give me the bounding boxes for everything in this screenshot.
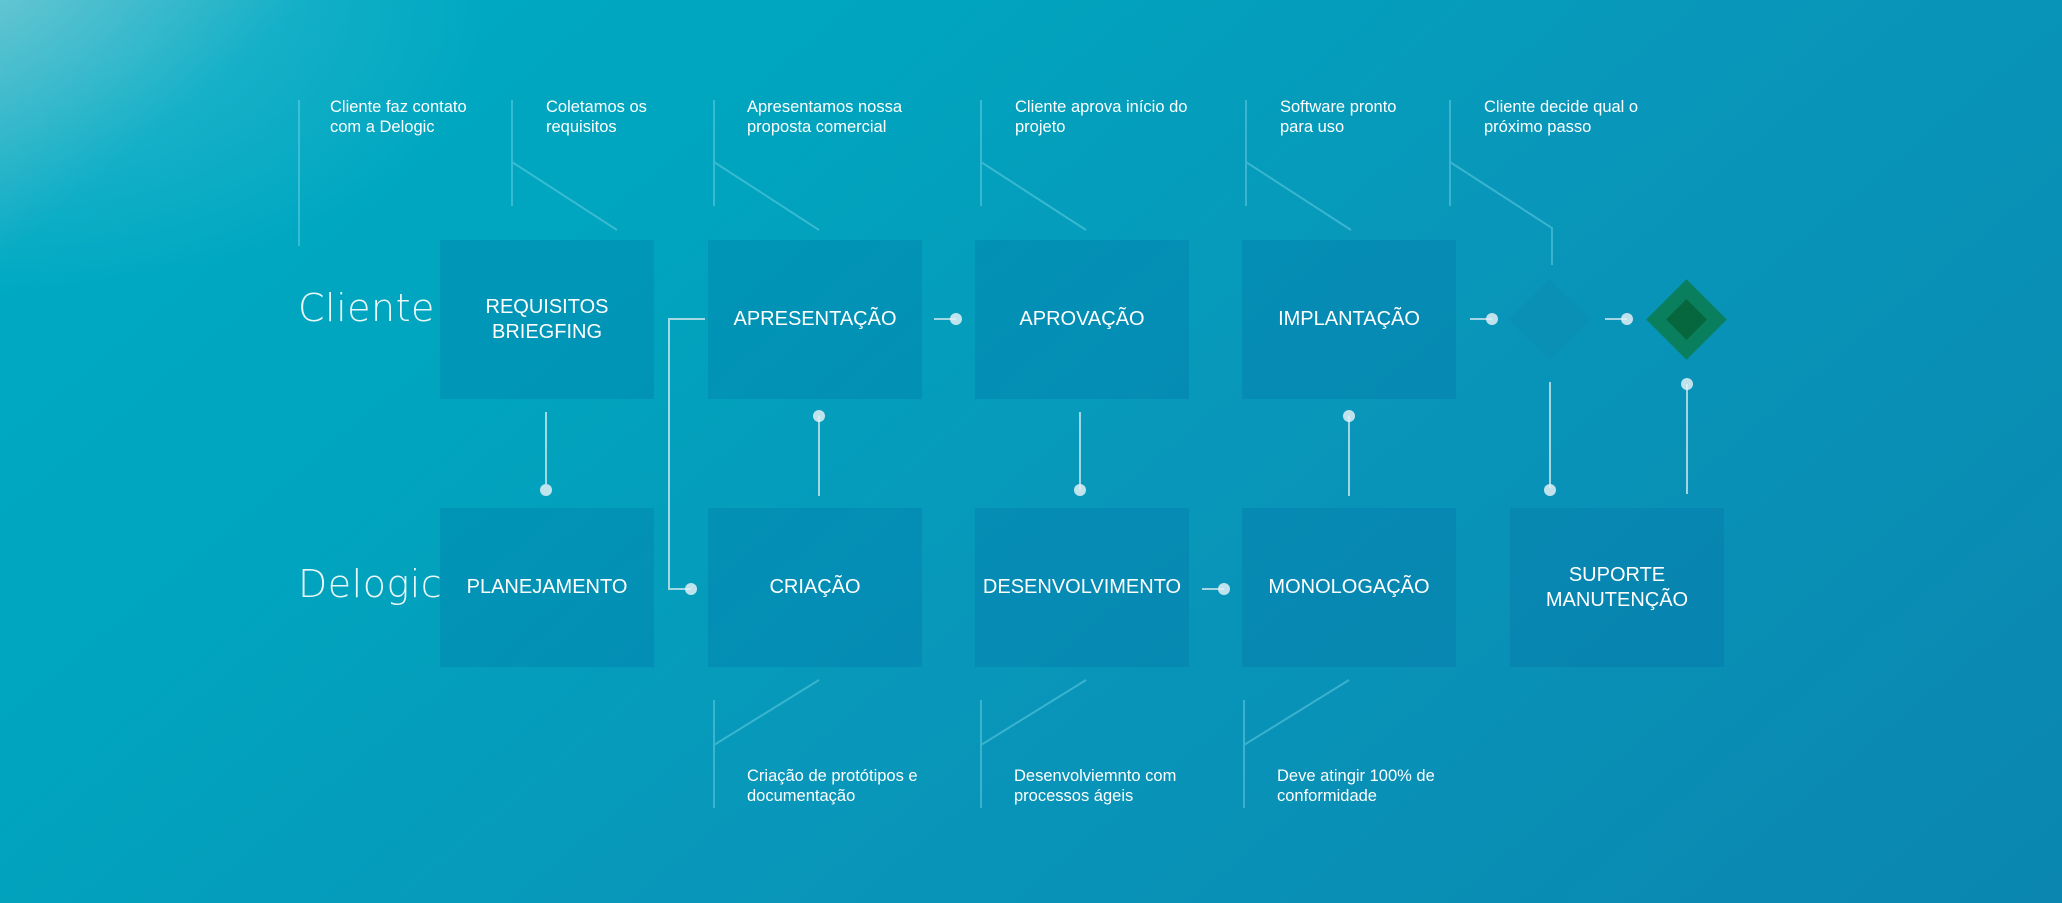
flow-planejamento-apresentacao <box>668 318 705 590</box>
step-desenvolvimento: DESENVOLVIMENTO <box>975 508 1189 667</box>
note-leaders <box>298 100 1553 808</box>
step-planejamento-label: PLANEJAMENTO <box>466 576 628 598</box>
leader-proposta <box>713 100 820 231</box>
dot-monologacao <box>1218 583 1230 595</box>
note-desenvolvimento: Desenvolviemnto com processos ágeis <box>1014 767 1177 805</box>
lane-label-delogic: Delogic <box>298 562 443 606</box>
dot-suporte <box>1544 484 1556 496</box>
dot-fim <box>1621 313 1633 325</box>
dot-decisao <box>1486 313 1498 325</box>
dot-criacao <box>685 583 697 595</box>
note-aprova: Cliente aprova início do projeto <box>1015 98 1188 136</box>
dot-planejamento <box>540 484 552 496</box>
step-monologacao-label: MONOLOGAÇÃO <box>1268 576 1430 598</box>
leader-conformidade <box>1243 679 1350 808</box>
leader-pronto <box>1245 100 1352 231</box>
note-prototipos: Criação de protótipos e documentação <box>747 767 918 805</box>
step-aprovacao-label: APROVAÇÃO <box>1019 308 1145 330</box>
leader-desenvolvimento <box>980 679 1087 808</box>
step-criacao: CRIAÇÃO <box>708 508 922 667</box>
dot-fim-bottom <box>1681 378 1693 390</box>
dot-apresentacao-bottom <box>813 410 825 422</box>
flow-dots <box>540 313 1693 595</box>
step-aprovacao: APROVAÇÃO <box>975 240 1189 399</box>
note-proposta: Apresentamos nossa proposta comercial <box>747 98 903 136</box>
step-suporte-label: SUPORTE MANUTENÇÃO <box>1545 563 1689 611</box>
note-decide: Cliente decide qual o próximo passo <box>1484 98 1639 136</box>
leader-aprova <box>980 100 1087 231</box>
step-requisitos-label: REQUISITOS BRIEGFING <box>485 295 609 343</box>
flow-lines <box>545 318 1688 590</box>
dot-aprovacao <box>950 313 962 325</box>
lane-label-cliente: Cliente <box>298 286 435 330</box>
note-contato: Cliente faz contato com a Delogic <box>330 98 467 136</box>
leader-prototipos <box>713 679 820 808</box>
step-monologacao: MONOLOGAÇÃO <box>1242 508 1456 667</box>
leader-requisitos <box>511 100 618 231</box>
step-apresentacao-label: APRESENTAÇÃO <box>733 308 897 330</box>
step-implantacao: IMPLANTAÇÃO <box>1242 240 1456 399</box>
step-implantacao-label: IMPLANTAÇÃO <box>1278 308 1420 330</box>
dot-implantacao-bottom <box>1343 410 1355 422</box>
note-pronto: Software pronto para uso <box>1280 98 1397 136</box>
dot-desenvolvimento <box>1074 484 1086 496</box>
step-planejamento: PLANEJAMENTO <box>440 508 654 667</box>
step-suporte: SUPORTE MANUTENÇÃO <box>1510 508 1724 667</box>
end-diamond-core <box>1665 298 1708 341</box>
step-apresentacao: APRESENTAÇÃO <box>708 240 922 399</box>
note-requisitos: Coletamos os requisitos <box>546 98 647 136</box>
leader-decide <box>1449 100 1553 265</box>
step-criacao-label: CRIAÇÃO <box>769 576 861 598</box>
note-conformidade: Deve atingir 100% de conformidade <box>1277 767 1435 805</box>
step-desenvolvimento-label: DESENVOLVIMENTO <box>982 576 1182 598</box>
step-requisitos: REQUISITOS BRIEGFING <box>440 240 654 399</box>
